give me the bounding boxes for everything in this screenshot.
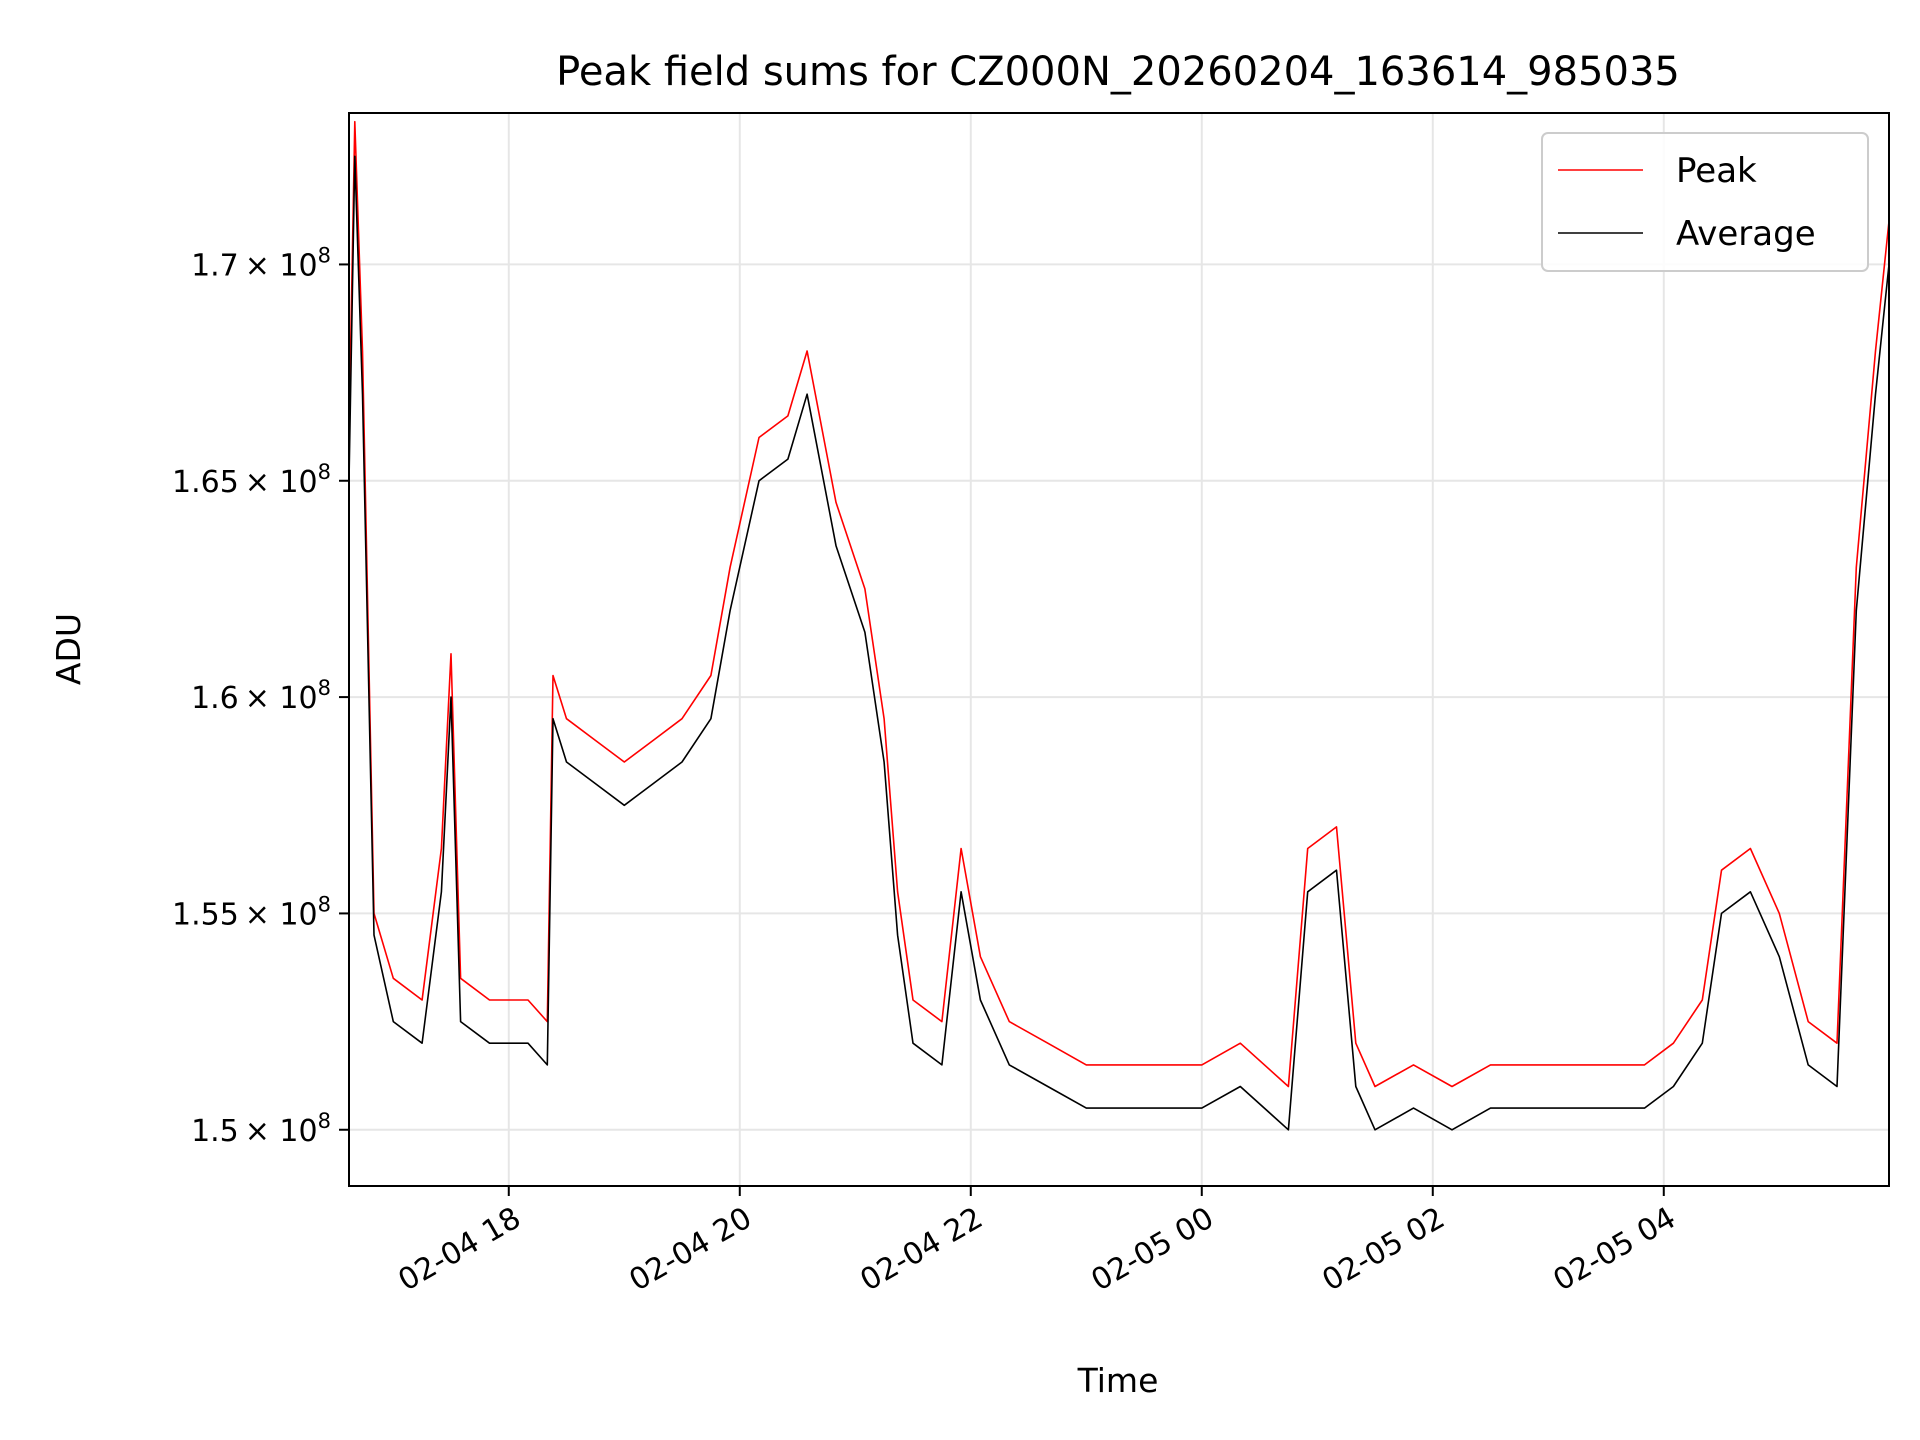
series-line-average — [349, 155, 1889, 1131]
y-tick-label-1: 1.55 × 108 — [172, 892, 331, 932]
y-tick-label-0: 1.5 × 108 — [191, 1109, 331, 1149]
y-tick-label-4: 1.7 × 108 — [191, 243, 331, 283]
y-tick-label-3: 1.65 × 108 — [172, 460, 331, 500]
axes-frame — [348, 112, 1890, 1187]
series-layer — [349, 120, 1889, 1131]
series-line-peak — [349, 120, 1889, 1088]
y-axis-ticks: 1.5 × 108 1.55 × 108 1.6 × 108 1.65 × 108 1.… — [172, 243, 349, 1149]
x-axis-label: Time — [1077, 1361, 1159, 1400]
legend: Peak Average — [1541, 132, 1869, 272]
y-axis-label: ADU — [49, 613, 88, 685]
grid-lines — [349, 113, 1889, 1186]
legend-label-average: Average — [1676, 214, 1816, 254]
legend-box — [1541, 132, 1869, 272]
plot-area — [348, 112, 1890, 1187]
legend-label-peak: Peak — [1676, 151, 1757, 191]
plot-background — [349, 113, 1889, 1186]
y-tick-label-2: 1.6 × 108 — [191, 676, 331, 716]
chart-title: Peak field sums for CZ000N_20260204_1636… — [556, 49, 1680, 95]
